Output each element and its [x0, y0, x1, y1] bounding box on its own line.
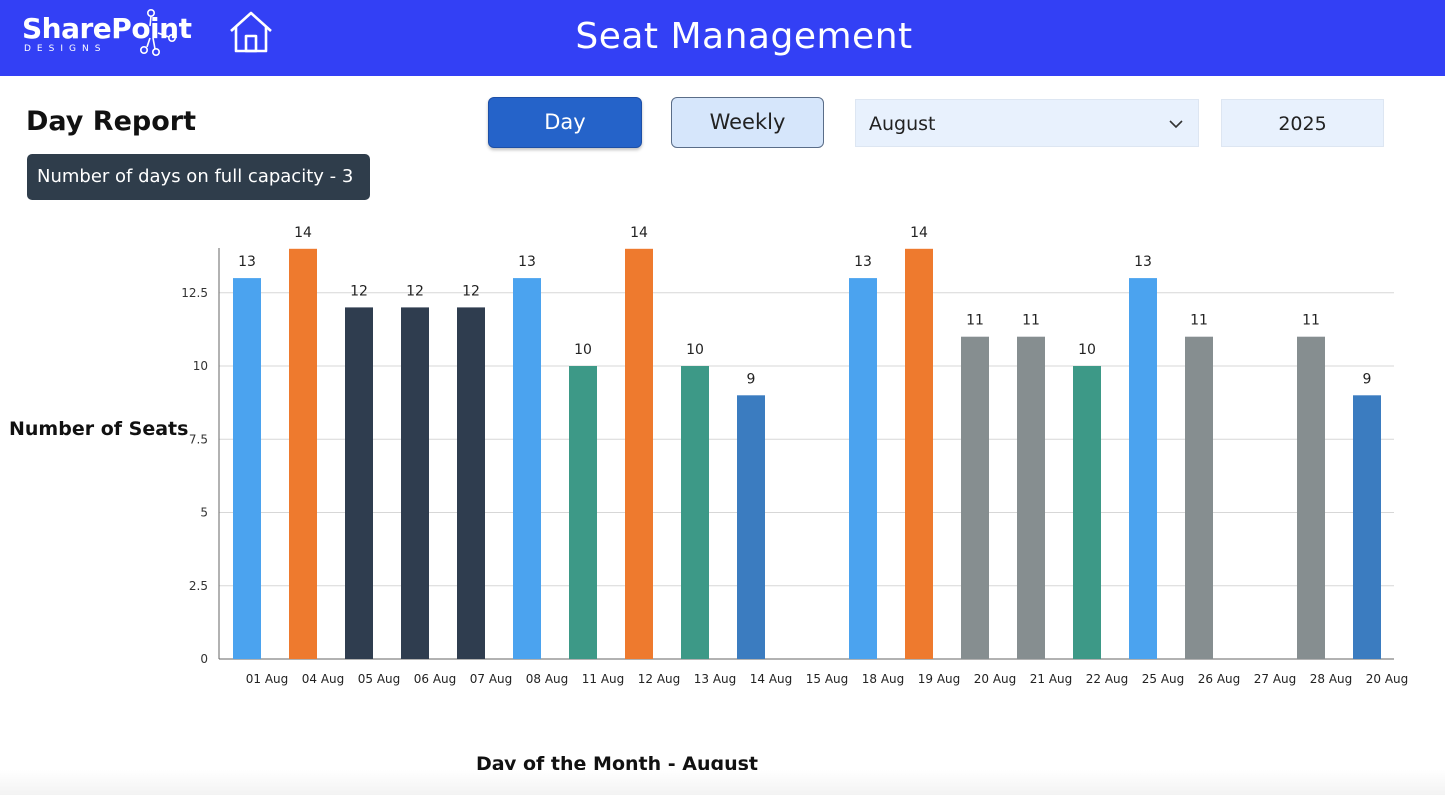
x-tick-label: 20 Aug [974, 672, 1017, 686]
x-tick-label: 21 Aug [1030, 672, 1073, 686]
x-tick-label: 26 Aug [1198, 672, 1241, 686]
logo-network-icon [139, 8, 176, 56]
bar[interactable] [1297, 336, 1325, 659]
seats-bar-chart: 0 2.5 5 7.5 10 12.5 13 01 Aug 14 04 Aug 12 05 Aug 12… [181, 225, 1409, 686]
y-tick-label: 5 [200, 506, 208, 520]
chevron-down-icon [1169, 120, 1183, 129]
y-tick-label: 12.5 [181, 286, 208, 300]
x-axis-title: Day of the Month - August [0, 753, 1234, 775]
bar[interactable] [1129, 278, 1157, 659]
x-tick-label: 07 Aug [470, 672, 513, 686]
x-tick-label: 06 Aug [414, 672, 457, 686]
x-tick-label: 25 Aug [1142, 672, 1185, 686]
data-label: 13 [518, 254, 536, 270]
app-title: Seat Management [575, 16, 913, 57]
data-label: 11 [966, 313, 984, 329]
data-label: 11 [1022, 313, 1040, 329]
y-tick-label: 10 [193, 359, 208, 373]
bar[interactable] [625, 248, 653, 660]
data-label: 11 [1302, 313, 1320, 329]
bar[interactable] [569, 366, 597, 659]
bar[interactable] [1353, 395, 1381, 659]
x-tick-label: 04 Aug [302, 672, 345, 686]
data-label: 14 [910, 225, 928, 241]
data-label: 12 [350, 283, 368, 299]
data-label: 13 [1134, 254, 1152, 270]
bar[interactable] [961, 336, 989, 659]
month-dropdown-value: August [869, 113, 936, 135]
year-input[interactable]: 2025 [1221, 99, 1384, 147]
x-tick-label: 27 Aug [1254, 672, 1297, 686]
month-dropdown[interactable]: August [855, 99, 1199, 147]
bar[interactable] [849, 278, 877, 659]
x-tick-label: 12 Aug [638, 672, 681, 686]
data-label: 12 [406, 283, 424, 299]
logo-sub-text: DESIGNS [24, 44, 107, 54]
x-tick-label: 20 Aug [1366, 672, 1409, 686]
x-tick-label: 15 Aug [806, 672, 849, 686]
x-tick-label: 19 Aug [918, 672, 961, 686]
bar[interactable] [905, 248, 933, 660]
x-tick-label: 01 Aug [246, 672, 289, 686]
data-label: 12 [462, 283, 480, 299]
x-tick-label: 14 Aug [750, 672, 793, 686]
data-label: 10 [574, 342, 592, 358]
data-label: 11 [1190, 313, 1208, 329]
data-label: 14 [630, 225, 648, 241]
bottom-edge [0, 770, 1445, 795]
bar[interactable] [345, 307, 373, 659]
x-tick-label: 22 Aug [1086, 672, 1129, 686]
data-label: 14 [294, 225, 312, 241]
x-tick-label: 11 Aug [582, 672, 625, 686]
y-axis-title: Number of Seats [9, 418, 189, 440]
x-tick-label: 18 Aug [862, 672, 905, 686]
data-label: 13 [854, 254, 872, 270]
bar[interactable] [737, 395, 765, 659]
bar[interactable] [513, 278, 541, 659]
data-label: 9 [747, 371, 756, 387]
y-tick-label: 7.5 [189, 432, 208, 446]
bar[interactable] [457, 307, 485, 659]
page-title: Day Report [26, 106, 197, 137]
data-label: 13 [238, 254, 256, 270]
data-label: 9 [1363, 371, 1372, 387]
day-button[interactable]: Day [488, 97, 642, 148]
full-capacity-badge: Number of days on full capacity - 3 [27, 154, 370, 200]
bar[interactable] [1017, 336, 1045, 659]
bar[interactable] [401, 307, 429, 659]
home-button[interactable] [228, 10, 274, 54]
data-label: 10 [1078, 342, 1096, 358]
data-label: 10 [686, 342, 704, 358]
app-header: SharePoint DESIGNS [0, 0, 1445, 76]
bar[interactable] [1073, 366, 1101, 659]
bar[interactable] [233, 278, 261, 659]
bar[interactable] [1185, 336, 1213, 659]
bar[interactable] [289, 248, 317, 660]
bar[interactable] [681, 366, 709, 659]
weekly-button[interactable]: Weekly [671, 97, 824, 148]
y-tick-label: 0 [200, 652, 208, 666]
x-tick-label: 05 Aug [358, 672, 401, 686]
logo-main-text: SharePoint [22, 12, 192, 45]
sharepoint-designs-logo: SharePoint DESIGNS [22, 8, 192, 58]
x-tick-label: 28 Aug [1310, 672, 1353, 686]
x-axis-title-text: Day of the Month - August [475, 753, 758, 775]
x-tick-label: 13 Aug [694, 672, 737, 686]
home-icon [230, 11, 272, 53]
y-tick-label: 2.5 [189, 579, 208, 593]
x-tick-label: 08 Aug [526, 672, 569, 686]
